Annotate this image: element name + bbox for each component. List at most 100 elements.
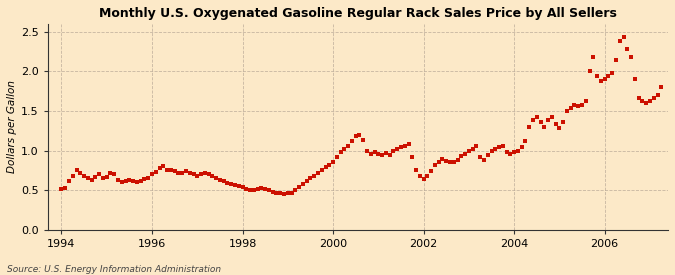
Point xyxy=(109,172,119,177)
Point xyxy=(448,160,459,165)
Point xyxy=(105,170,116,175)
Point xyxy=(271,190,282,195)
Point xyxy=(124,178,135,182)
Point xyxy=(68,174,78,178)
Point xyxy=(516,145,527,150)
Point xyxy=(177,170,188,175)
Point xyxy=(317,167,327,172)
Point xyxy=(471,144,482,148)
Point xyxy=(497,144,508,148)
Point xyxy=(437,156,448,161)
Point xyxy=(607,71,618,75)
Point xyxy=(324,163,335,167)
Point xyxy=(79,174,90,178)
Point xyxy=(633,96,644,101)
Point xyxy=(158,164,169,169)
Point xyxy=(630,77,641,81)
Point xyxy=(362,148,373,153)
Point xyxy=(584,69,595,74)
Point xyxy=(384,152,395,157)
Point xyxy=(562,109,572,113)
Point xyxy=(263,188,274,192)
Point xyxy=(396,145,406,150)
Point xyxy=(188,172,199,177)
Point xyxy=(483,153,493,158)
Point xyxy=(327,160,338,164)
Point xyxy=(139,177,150,181)
Point xyxy=(226,182,237,186)
Point xyxy=(407,155,418,159)
Point xyxy=(403,142,414,147)
Point xyxy=(252,186,263,191)
Point xyxy=(113,178,124,182)
Point xyxy=(211,176,221,180)
Point xyxy=(618,34,629,39)
Point xyxy=(505,152,516,156)
Point xyxy=(381,151,392,155)
Point xyxy=(256,186,267,190)
Point xyxy=(645,98,655,103)
Point xyxy=(377,153,387,158)
Point xyxy=(192,174,202,178)
Point xyxy=(418,177,429,181)
Text: Source: U.S. Energy Information Administration: Source: U.S. Energy Information Administ… xyxy=(7,265,221,274)
Point xyxy=(199,170,210,175)
Point xyxy=(290,188,301,192)
Point xyxy=(169,169,180,173)
Point xyxy=(241,186,252,191)
Point xyxy=(230,182,240,187)
Point xyxy=(86,178,97,182)
Point xyxy=(641,101,651,105)
Point xyxy=(614,39,625,43)
Point xyxy=(180,169,191,173)
Point xyxy=(588,55,599,59)
Point xyxy=(475,155,485,159)
Point xyxy=(456,154,466,158)
Point xyxy=(196,172,207,177)
Point xyxy=(566,106,576,110)
Point xyxy=(509,150,520,154)
Point xyxy=(648,96,659,101)
Point xyxy=(622,47,632,51)
Point xyxy=(154,166,165,170)
Point xyxy=(493,144,504,149)
Point xyxy=(524,125,535,129)
Point xyxy=(626,55,637,59)
Point xyxy=(335,150,346,154)
Point xyxy=(267,189,278,194)
Point xyxy=(350,134,361,139)
Point xyxy=(520,139,531,143)
Point xyxy=(569,103,580,107)
Point xyxy=(656,85,667,89)
Title: Monthly U.S. Oxygenated Gasoline Regular Rack Sales Price by All Sellers: Monthly U.S. Oxygenated Gasoline Regular… xyxy=(99,7,617,20)
Point xyxy=(90,175,101,179)
Point xyxy=(282,191,293,196)
Point xyxy=(637,98,648,103)
Y-axis label: Dollars per Gallon: Dollars per Gallon xyxy=(7,80,17,173)
Point xyxy=(429,163,440,167)
Point xyxy=(467,147,478,151)
Point xyxy=(373,152,384,156)
Point xyxy=(128,179,138,184)
Point xyxy=(550,122,561,126)
Point xyxy=(143,175,154,180)
Point xyxy=(132,180,142,185)
Point xyxy=(539,125,549,129)
Point xyxy=(260,186,271,191)
Point xyxy=(599,77,610,81)
Point xyxy=(501,150,512,154)
Point xyxy=(286,190,297,195)
Point xyxy=(60,186,71,190)
Point xyxy=(116,180,127,185)
Point xyxy=(479,158,489,162)
Point xyxy=(392,147,402,151)
Point xyxy=(547,115,558,120)
Point xyxy=(101,175,112,179)
Point xyxy=(237,185,248,189)
Point xyxy=(460,152,470,156)
Point xyxy=(490,147,501,151)
Point xyxy=(245,188,256,192)
Point xyxy=(135,178,146,183)
Point xyxy=(301,178,312,183)
Point xyxy=(343,144,354,148)
